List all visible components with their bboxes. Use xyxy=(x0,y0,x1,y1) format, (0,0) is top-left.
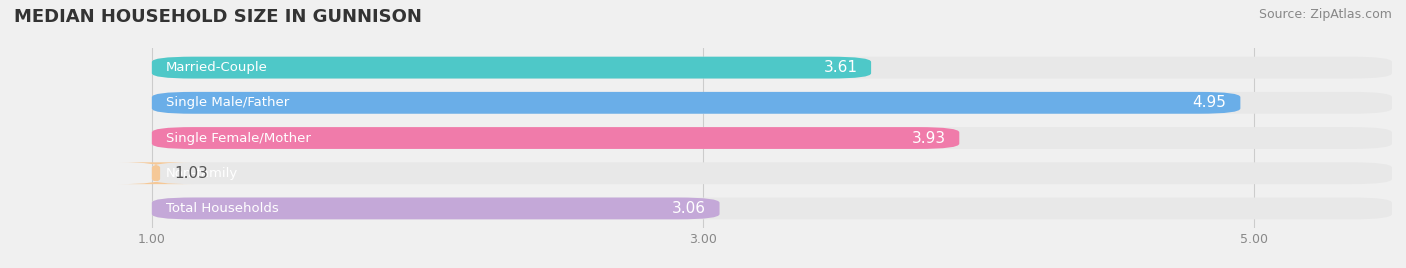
FancyBboxPatch shape xyxy=(118,162,193,184)
Text: Single Female/Mother: Single Female/Mother xyxy=(166,132,311,144)
Text: 3.61: 3.61 xyxy=(824,60,858,75)
FancyBboxPatch shape xyxy=(152,57,872,79)
Text: Married-Couple: Married-Couple xyxy=(166,61,267,74)
Text: 3.06: 3.06 xyxy=(672,201,706,216)
FancyBboxPatch shape xyxy=(152,198,1392,219)
Text: 1.03: 1.03 xyxy=(174,166,208,181)
FancyBboxPatch shape xyxy=(152,198,720,219)
FancyBboxPatch shape xyxy=(152,127,1392,149)
Text: Source: ZipAtlas.com: Source: ZipAtlas.com xyxy=(1258,8,1392,21)
FancyBboxPatch shape xyxy=(152,92,1392,114)
Text: Total Households: Total Households xyxy=(166,202,278,215)
Text: 4.95: 4.95 xyxy=(1192,95,1226,110)
FancyBboxPatch shape xyxy=(152,57,1392,79)
FancyBboxPatch shape xyxy=(152,92,1240,114)
Text: MEDIAN HOUSEHOLD SIZE IN GUNNISON: MEDIAN HOUSEHOLD SIZE IN GUNNISON xyxy=(14,8,422,26)
Text: 3.93: 3.93 xyxy=(911,131,945,146)
Text: Single Male/Father: Single Male/Father xyxy=(166,96,288,109)
FancyBboxPatch shape xyxy=(152,162,1392,184)
Text: Non-family: Non-family xyxy=(166,167,238,180)
FancyBboxPatch shape xyxy=(152,127,959,149)
